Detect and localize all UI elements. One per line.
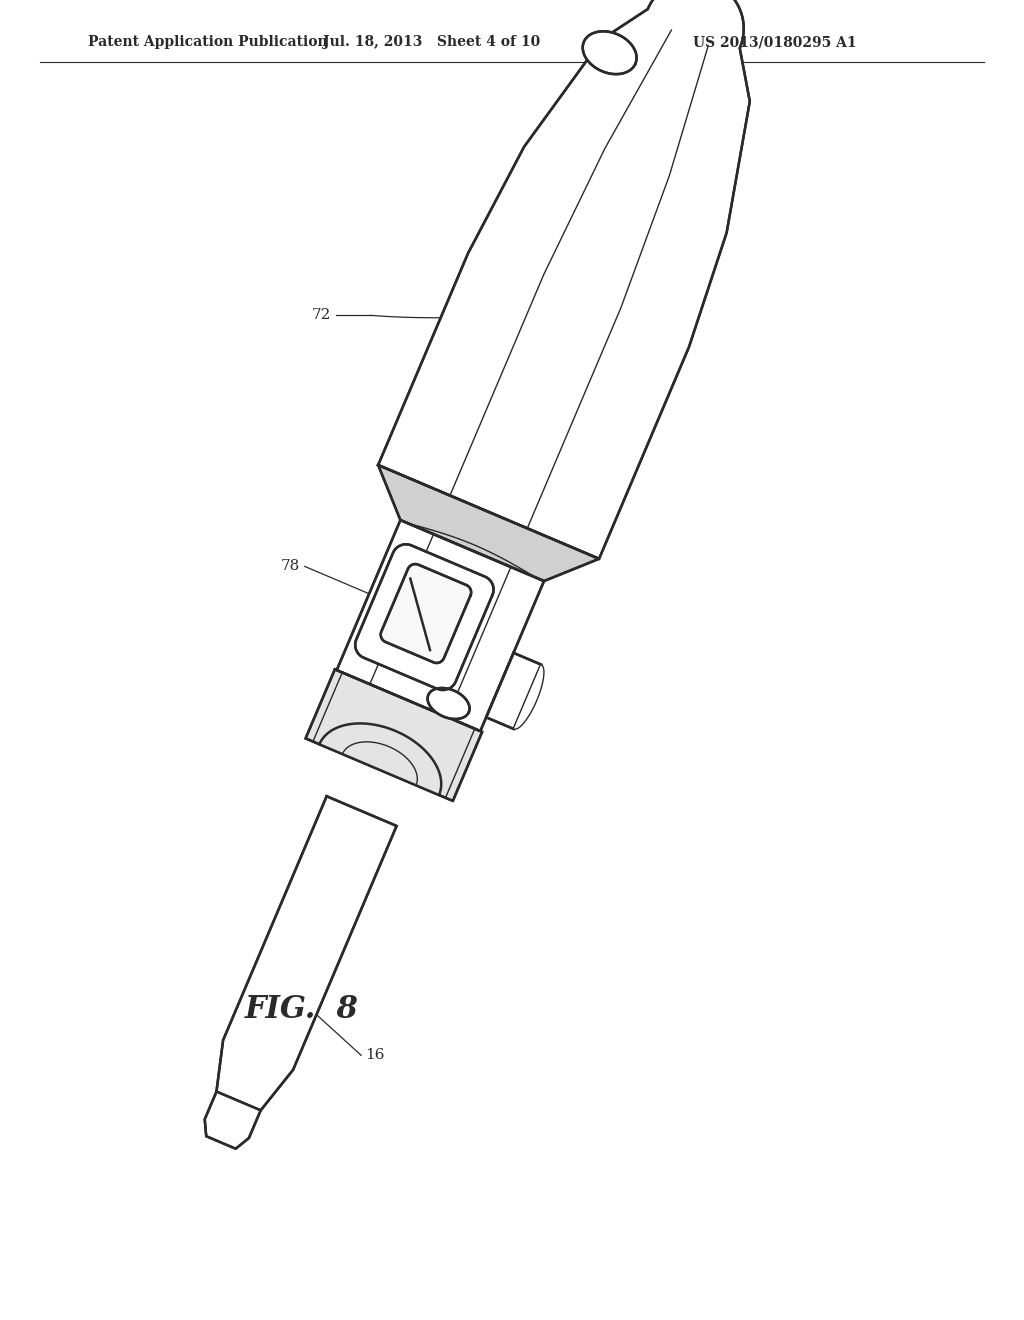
Polygon shape [514, 664, 544, 729]
Polygon shape [305, 669, 482, 801]
Polygon shape [378, 465, 599, 581]
Text: 72: 72 [311, 309, 331, 322]
Polygon shape [381, 564, 471, 663]
Text: US 2013/0180295 A1: US 2013/0180295 A1 [693, 36, 857, 49]
Text: 16: 16 [366, 1048, 385, 1063]
Text: Patent Application Publication: Patent Application Publication [88, 36, 328, 49]
Text: Jul. 18, 2013   Sheet 4 of 10: Jul. 18, 2013 Sheet 4 of 10 [324, 36, 541, 49]
Polygon shape [378, 0, 750, 558]
Polygon shape [337, 520, 544, 731]
Polygon shape [486, 653, 541, 729]
Polygon shape [216, 796, 396, 1110]
Polygon shape [205, 1092, 261, 1148]
Polygon shape [355, 544, 494, 690]
Text: FIG.  8: FIG. 8 [245, 994, 358, 1026]
Polygon shape [428, 688, 470, 719]
Text: 78: 78 [281, 560, 300, 573]
Polygon shape [583, 32, 637, 74]
Polygon shape [319, 723, 441, 795]
